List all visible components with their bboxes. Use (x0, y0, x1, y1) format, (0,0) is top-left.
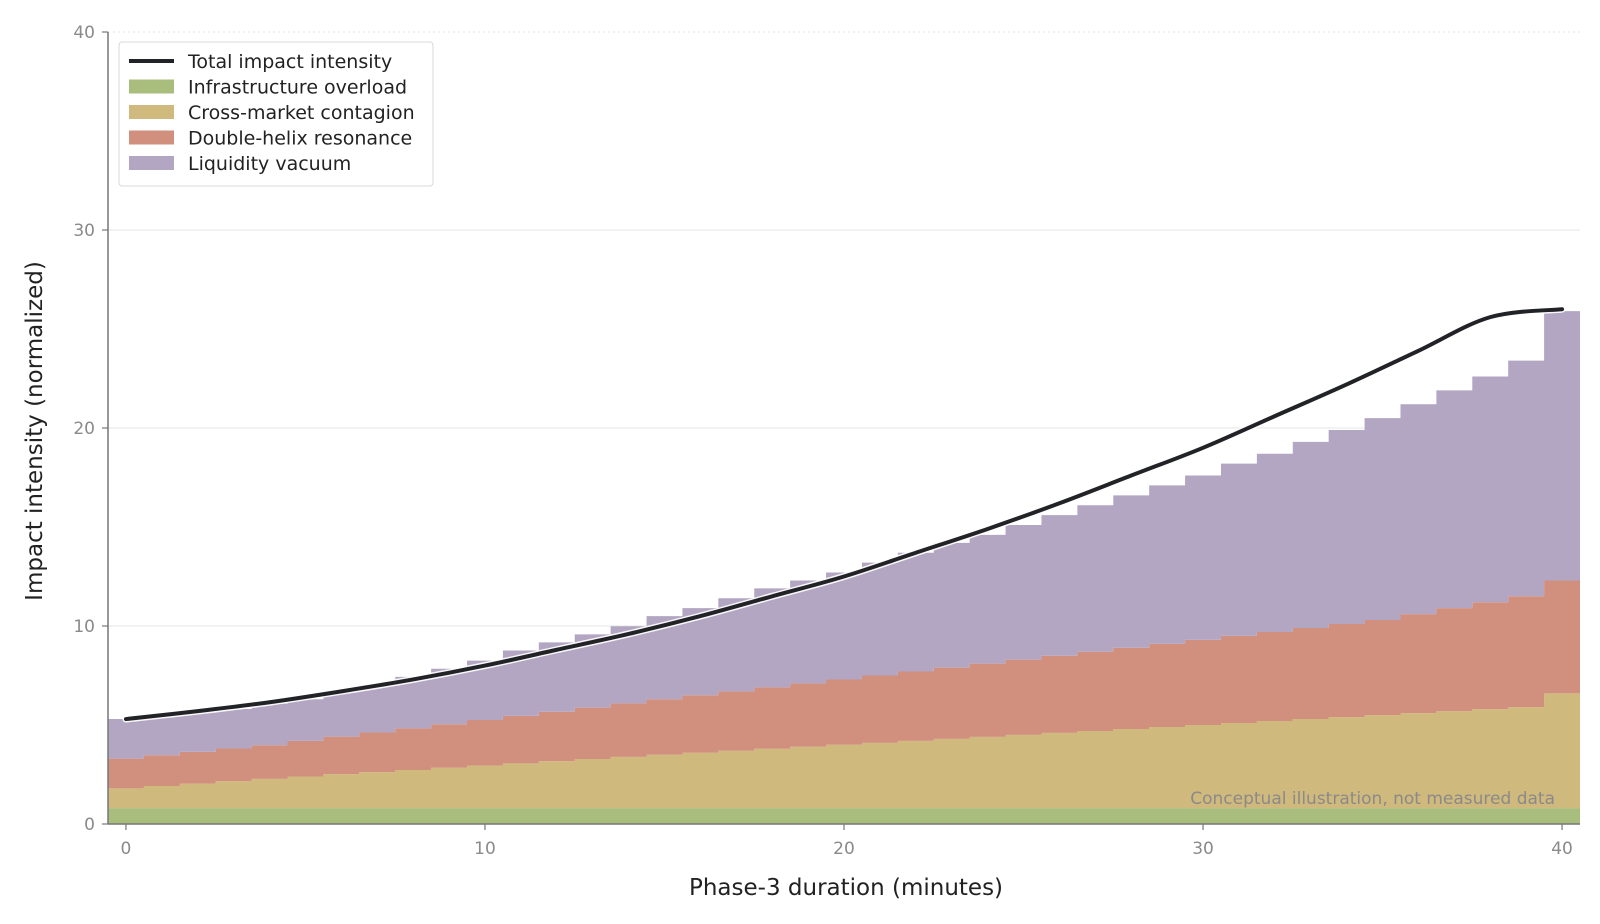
legend: Total impact intensity Infrastructure ove… (118, 41, 434, 187)
x-tick-label-0: 0 (121, 839, 132, 859)
stacked-areas (108, 311, 1580, 824)
legend-label-double-helix-resonance: Double-helix resonance (188, 128, 412, 150)
area-double-helix-resonance (108, 580, 1580, 789)
legend-swatch-double-helix-resonance (129, 130, 174, 145)
x-axis-label: Phase-3 duration (minutes) (689, 875, 1003, 901)
tick-labels: 0 10 20 30 40 0 10 20 30 40 (73, 23, 1573, 859)
legend-swatch-infrastructure-overload (129, 79, 174, 94)
legend-swatch-cross-market-contagion (129, 105, 174, 119)
legend-items: Total impact intensity Infrastructure ove… (129, 51, 415, 175)
y-tick-label-20: 20 (73, 419, 95, 439)
area-infrastructure-overload (108, 808, 1580, 824)
x-tick-label-10: 10 (474, 839, 496, 859)
chart-annotation: Conceptual illustration, not measured da… (1190, 789, 1555, 809)
x-tick-label-30: 30 (1192, 839, 1214, 859)
y-tick-label-10: 10 (73, 617, 95, 637)
area-liquidity-vacuum (108, 311, 1580, 759)
legend-label-cross-market-contagion: Cross-market contagion (188, 102, 415, 124)
legend-frame (118, 41, 434, 187)
legend-label-total-impact-intensity: Total impact intensity (187, 51, 392, 73)
y-axis-label: Impact intensity (normalized) (22, 261, 48, 601)
x-tick-label-40: 40 (1551, 839, 1573, 859)
axes (102, 31, 1580, 830)
y-tick-label-0: 0 (84, 815, 95, 835)
y-tick-label-30: 30 (73, 221, 95, 241)
legend-label-liquidity-vacuum: Liquidity vacuum (188, 153, 351, 175)
area-cross-market-contagion (108, 693, 1580, 809)
legend-label-infrastructure-overload: Infrastructure overload (188, 77, 407, 99)
legend-swatch-liquidity-vacuum (129, 156, 174, 170)
total-line (122, 305, 1566, 723)
total-impact-line (123, 307, 1565, 722)
x-tick-label-20: 20 (833, 839, 855, 859)
y-tick-label-40: 40 (73, 23, 95, 43)
